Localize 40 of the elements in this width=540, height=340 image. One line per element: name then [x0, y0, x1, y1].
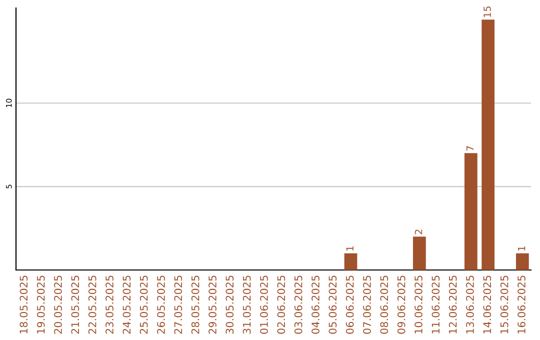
x-tick-label: 04.06.2025 [312, 276, 320, 334]
x-tick-label: 07.06.2025 [363, 276, 371, 334]
bar [482, 20, 495, 270]
x-tick-label: 13.06.2025 [466, 276, 474, 334]
x-tick-label: 12.06.2025 [448, 276, 457, 334]
x-tick-label: 16.06.2025 [518, 276, 526, 334]
x-tick-label: 29.05.2025 [208, 276, 216, 334]
x-tick-label: 20.05.2025 [54, 276, 62, 334]
bar [344, 253, 358, 270]
bar [464, 153, 478, 270]
x-tick-label: 02.06.2025 [277, 276, 286, 334]
data-label: 2 [414, 230, 422, 234]
data-label: 15 [484, 6, 491, 17]
bar [516, 253, 529, 270]
x-tick-label: 25.05.2025 [140, 276, 148, 334]
bar [412, 236, 426, 270]
x-tick-label: 14.06.2025 [483, 276, 492, 334]
x-tick-label: 10.06.2025 [414, 276, 422, 334]
x-tick-label: 18.05.2025 [20, 276, 28, 334]
data-label: 1 [346, 246, 354, 251]
x-tick-label: 06.06.2025 [346, 276, 354, 334]
x-tick-label: 28.05.2025 [191, 276, 200, 334]
x-tick-label: 09.06.2025 [397, 276, 406, 334]
x-tick-label: 22.05.2025 [88, 276, 96, 334]
x-tick-label: 23.05.2025 [106, 276, 114, 334]
data-label: 1 [518, 246, 526, 251]
x-tick-label: 01.06.2025 [260, 276, 268, 334]
x-tick-label: 30.05.2025 [226, 276, 234, 334]
x-tick-label: 05.06.2025 [328, 276, 337, 334]
x-tick-label: 03.06.2025 [294, 276, 302, 334]
x-tick-label: 26.05.2025 [157, 276, 165, 334]
x-tick-label: 11.06.2025 [432, 276, 440, 334]
data-label: 7 [466, 146, 474, 151]
x-tick-label: 31.05.2025 [242, 276, 251, 334]
x-tick-label: 08.06.2025 [380, 276, 388, 334]
x-tick-label: 15.06.2025 [500, 276, 508, 334]
x-tick-label: 27.05.2025 [174, 276, 182, 334]
x-tick-label: 19.05.2025 [36, 276, 45, 334]
x-tick-label: 21.05.2025 [71, 276, 80, 334]
x-tick-label: 24.05.2025 [122, 276, 131, 334]
